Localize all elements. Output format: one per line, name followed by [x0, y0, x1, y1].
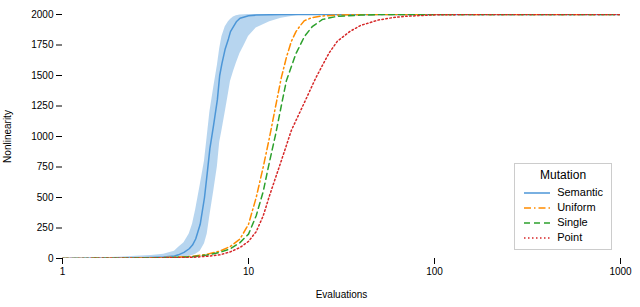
svg-text:Evaluations: Evaluations [316, 289, 368, 300]
html-text:Uniform: Uniform [557, 201, 596, 213]
svg-text:100: 100 [426, 266, 443, 277]
svg-text:1250: 1250 [31, 100, 54, 111]
svg-text:250: 250 [37, 222, 54, 233]
html-text:Semantic: Semantic [557, 186, 603, 198]
svg-text:0: 0 [48, 253, 54, 264]
svg-text:500: 500 [37, 192, 54, 203]
svg-text:10: 10 [243, 266, 255, 277]
html-text:Single: Single [557, 216, 588, 228]
svg-text:1000: 1000 [609, 266, 632, 277]
svg-text:2000: 2000 [31, 9, 54, 20]
svg-text:Nonlinearity: Nonlinearity [2, 110, 13, 163]
svg-text:750: 750 [37, 161, 54, 172]
svg-text:1750: 1750 [31, 39, 54, 50]
svg-text:1: 1 [60, 266, 66, 277]
html-text:Mutation: Mutation [540, 168, 587, 182]
html-text:Point: Point [557, 231, 583, 243]
svg-text:1000: 1000 [31, 131, 54, 142]
svg-text:1500: 1500 [31, 70, 54, 81]
